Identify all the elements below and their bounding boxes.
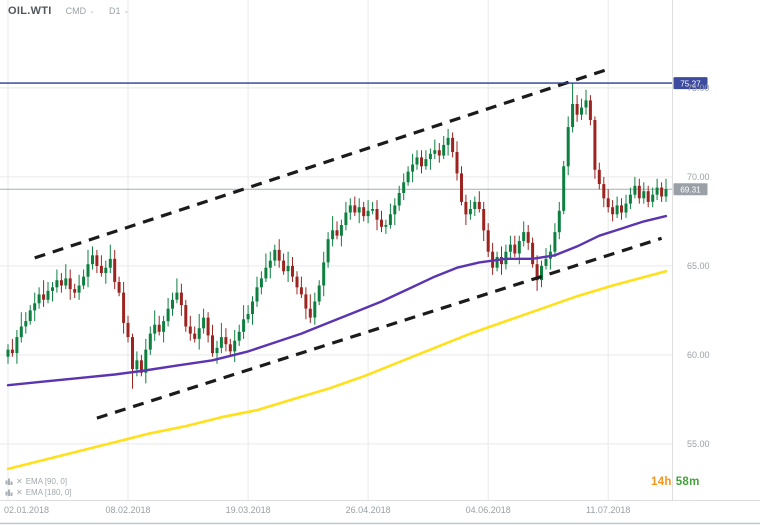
svg-text:69.31: 69.31 (680, 185, 701, 194)
indicator-row-ema180: ✕ EMA [180, 0] (5, 487, 72, 498)
svg-text:08.02.2018: 08.02.2018 (105, 505, 150, 515)
trendline-layer (34, 67, 663, 420)
svg-text:11.07.2018: 11.07.2018 (586, 505, 630, 515)
svg-text:04.06.2018: 04.06.2018 (466, 505, 511, 515)
indicator-icon[interactable] (5, 478, 13, 486)
svg-text:55.00: 55.00 (687, 439, 710, 449)
indicator-row-ema90: ✕ EMA [90, 0] (5, 476, 72, 487)
svg-text:75.27: 75.27 (680, 79, 701, 88)
chevron-down-icon: ⌄ (89, 7, 96, 15)
market-type-dropdown[interactable]: CMD ⌄ (66, 6, 95, 16)
svg-text:60.00: 60.00 (687, 350, 710, 360)
ema-layer (6, 214, 668, 471)
svg-text:19.03.2018: 19.03.2018 (226, 505, 271, 515)
price-axis[interactable]: 75.00 70.00 65.00 60.00 55.00 (687, 83, 710, 449)
timeframe-dropdown[interactable]: D1 ⌄ (109, 6, 129, 16)
remove-indicator-icon[interactable]: ✕ (16, 476, 23, 486)
countdown-minutes: 58m (675, 476, 700, 488)
time-axis[interactable]: 02.01.2018 08.02.2018 19.03.2018 26.04.2018… (4, 505, 630, 515)
remove-indicator-icon[interactable]: ✕ (16, 487, 23, 497)
instrument-header: OIL.WTI CMD ⌄ D1 ⌄ (8, 5, 129, 17)
indicator-label: EMA [90, 0] (25, 477, 68, 486)
candles-layer (6, 83, 668, 389)
instrument-symbol: OIL.WTI (8, 5, 52, 17)
svg-text:75.00: 75.00 (687, 83, 710, 93)
candle-countdown: 14h 58m (651, 476, 700, 488)
svg-text:65.00: 65.00 (687, 261, 710, 271)
svg-text:02.01.2018: 02.01.2018 (4, 505, 49, 515)
indicator-legend: ✕ EMA [90, 0] ✕ EMA [180, 0] (5, 476, 72, 498)
indicator-icon[interactable] (5, 489, 13, 497)
svg-text:70.00: 70.00 (687, 172, 710, 182)
svg-text:26.04.2018: 26.04.2018 (346, 505, 391, 515)
price-badges: 75.27 69.31 (673, 77, 708, 196)
indicator-label: EMA [180, 0] (25, 488, 72, 497)
market-type-value: CMD (65, 6, 87, 16)
chevron-down-icon: ⌄ (123, 7, 130, 15)
timeframe-value: D1 (109, 6, 121, 16)
countdown-hours: 14h (651, 476, 672, 488)
